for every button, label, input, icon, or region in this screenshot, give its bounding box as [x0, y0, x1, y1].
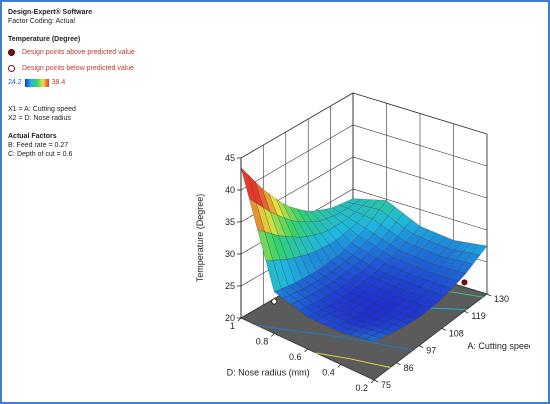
y-tick-5: [486, 293, 492, 297]
x-tick-label-2: 0.6: [289, 352, 302, 362]
surface-cell-15-0: [365, 335, 382, 342]
legend-above-label: Design points above predicted value: [22, 48, 135, 56]
x2-definition: X2 = D: Nose radius: [8, 115, 71, 122]
y-tick-2: [419, 345, 424, 348]
actual-factors-title: Actual Factors: [8, 133, 57, 140]
y-tick-0: [373, 379, 379, 383]
color-scale-gradient: [24, 78, 49, 87]
x1-definition: X1 = A: Cutting speed: [8, 106, 76, 113]
x-tick-1: [270, 333, 275, 337]
x-tick-label-1: 0.8: [256, 337, 269, 347]
y-tick-label-1: 86: [404, 363, 414, 373]
design-point-1: [461, 279, 468, 286]
y-tick-label-5: 130: [494, 294, 509, 304]
x-tick-label-0: 1: [230, 321, 235, 331]
response-title: Temperature (Degree): [8, 36, 81, 43]
depth-of-cut-value: C: Depth of cut = 0.6: [8, 151, 73, 158]
x-tick-0: [237, 317, 242, 322]
z-tick-label-1: 25: [225, 281, 235, 291]
y-tick-label-4: 119: [471, 311, 485, 321]
below-point-icon: [8, 64, 15, 72]
y-tick-label-0: 75: [381, 380, 391, 390]
color-scale-min: 24.2: [8, 79, 22, 86]
z-tick-label-3: 35: [225, 217, 235, 227]
surface-plot: 20 25 30 35 40 45 Temperature (Degree) 1 0.8 0.6 0…: [195, 92, 530, 393]
legend-above: Design points above predicted value: [8, 44, 208, 60]
color-scale-max: 38.4: [51, 79, 66, 86]
y-tick-label-2: 97: [426, 346, 436, 356]
z-tick-label-4: 40: [225, 185, 235, 195]
floor-contour-4: [315, 352, 391, 368]
feed-rate-value: B: Feed rate = 0.27: [8, 142, 69, 149]
z-tick-label-5: 45: [225, 153, 235, 163]
x-tick-label-4: 0.2: [355, 383, 368, 393]
y-tick-label-3: 108: [449, 328, 464, 338]
legend-below: Design points below predicted value: [8, 60, 208, 76]
x-tick-2: [304, 348, 308, 353]
y-axis-title: A: Cutting speed (m/ min): [467, 341, 530, 351]
y-tick-3: [441, 328, 446, 331]
above-point-icon: [8, 48, 15, 56]
x-axis-title: D: Nose radius (mm): [227, 367, 310, 377]
color-scale: 24.2 38.4: [8, 78, 208, 87]
y-tick-4: [464, 310, 469, 314]
legend-panel: Design-Expert® Software Factor Coding: A…: [8, 8, 208, 159]
z-tick-label-0: 20: [225, 313, 235, 323]
factor-coding: Factor Coding: Actual: [8, 18, 75, 25]
z-tick-label-2: 30: [225, 249, 235, 259]
x-tick-3: [337, 364, 342, 368]
x-tick-label-3: 0.4: [322, 368, 335, 378]
floor-contour-3: [257, 325, 414, 351]
x-tick-4: [370, 379, 375, 384]
z-axis-title: Temperature (Degree): [195, 194, 205, 283]
y-tick-1: [396, 362, 401, 366]
legend-below-label: Design points below predicted value: [22, 64, 135, 72]
design-point-0: [271, 298, 278, 305]
software-title: Design-Expert® Software: [8, 9, 93, 16]
